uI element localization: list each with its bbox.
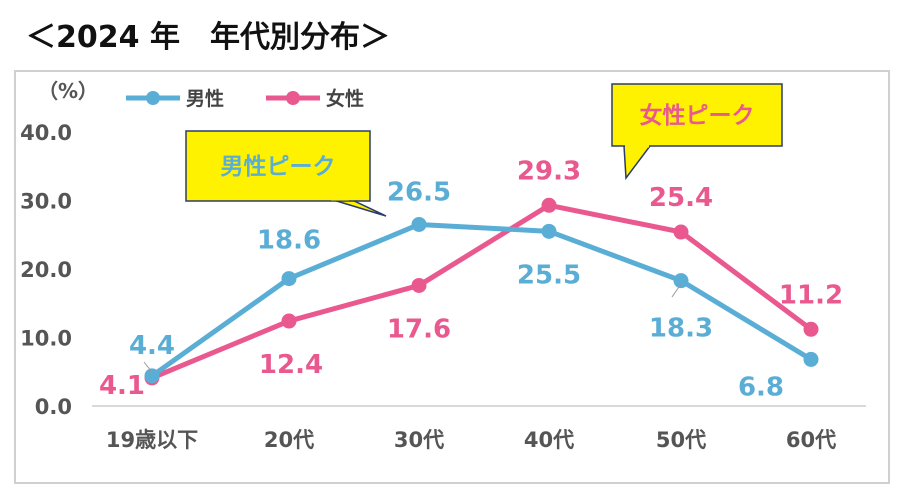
data-label: 25.5 <box>517 260 581 290</box>
data-point <box>411 216 427 232</box>
peak-callout: 女性ピーク <box>611 83 783 181</box>
data-point <box>144 368 160 384</box>
data-point <box>673 224 689 240</box>
x-tick-label: 19歳以下 <box>106 428 198 452</box>
legend-label: 女性 <box>326 87 364 110</box>
callout-text: 男性ピーク <box>221 154 336 180</box>
data-label: 25.4 <box>649 183 713 213</box>
legend-label: 男性 <box>186 87 224 110</box>
data-label: 17.6 <box>387 314 451 344</box>
callout-pointer <box>623 145 652 181</box>
y-tick-label: 0.0 <box>35 395 72 419</box>
data-point <box>803 321 819 337</box>
data-label: 29.3 <box>517 156 581 186</box>
chart-frame <box>14 70 890 484</box>
series-line-male <box>149 221 814 379</box>
callout-box <box>185 130 371 202</box>
x-tick-label: 40代 <box>524 428 574 452</box>
data-label: 4.4 <box>129 331 175 361</box>
chart-title: ＜2024 年 年代別分布＞ <box>26 20 390 55</box>
data-label: 11.2 <box>779 280 843 310</box>
unit-label: （%） <box>38 79 98 103</box>
data-point <box>411 277 427 293</box>
data-label: 4.1 <box>99 371 145 401</box>
data-label: 18.6 <box>257 226 321 256</box>
data-point <box>541 197 557 213</box>
data-point <box>541 223 557 239</box>
legend-item: 男性 <box>126 87 224 110</box>
callout-box <box>611 83 783 147</box>
series-line-female <box>149 202 814 381</box>
y-tick-label: 30.0 <box>20 190 72 214</box>
y-tick-label: 20.0 <box>20 258 72 282</box>
legend-marker <box>286 91 300 105</box>
callout-text: 女性ピーク <box>640 102 755 129</box>
x-tick-label: 20代 <box>264 428 314 452</box>
data-label: 18.3 <box>649 314 713 344</box>
x-tick-label: 50代 <box>656 428 706 452</box>
data-point <box>803 351 819 367</box>
data-point <box>281 271 297 287</box>
data-point <box>673 273 689 289</box>
data-point <box>281 313 297 329</box>
leader-line <box>143 361 153 373</box>
peak-callout: 男性ピーク <box>185 130 387 217</box>
data-label: 6.8 <box>738 372 784 402</box>
data-label: 12.4 <box>259 350 323 380</box>
legend-marker <box>146 91 160 105</box>
legend-item: 女性 <box>266 87 364 110</box>
x-tick-label: 30代 <box>394 428 444 452</box>
y-tick-label: 10.0 <box>20 327 72 351</box>
leader-line <box>671 283 682 298</box>
y-tick-label: 40.0 <box>20 121 72 145</box>
x-tick-label: 60代 <box>786 428 836 452</box>
data-label: 26.5 <box>387 177 451 207</box>
